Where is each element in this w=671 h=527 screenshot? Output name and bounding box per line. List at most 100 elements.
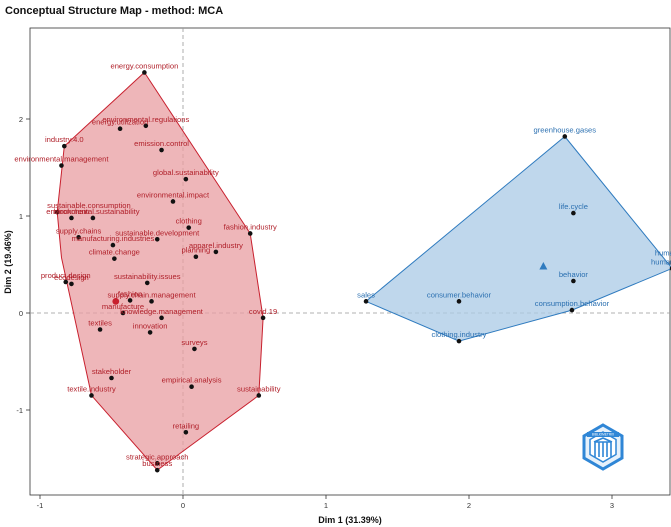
point-surveys — [192, 346, 197, 352]
cluster-1-centroid — [112, 297, 120, 305]
point-retailing — [183, 430, 189, 435]
logo-building-icon — [593, 437, 613, 457]
label-clothing: clothing — [176, 217, 202, 226]
point-innovation — [147, 330, 153, 335]
x-tick-label: 1 — [324, 501, 328, 510]
point-supply-chain-management — [149, 299, 154, 304]
point-labels: energy.consumption environmental.regulati… — [14, 61, 671, 468]
point-energy-consumption — [142, 70, 147, 75]
x-tick-label: 0 — [181, 501, 185, 510]
cluster-centroids — [112, 261, 548, 305]
point-environmental-management — [59, 163, 64, 168]
label-business: business — [142, 459, 172, 468]
point-textiles — [97, 327, 103, 332]
point-sustainability-issues — [144, 280, 150, 286]
bibliometrix-logo: BIBLIOMETRIX — [582, 423, 624, 471]
label-energy-utilization: energy.utilization — [92, 118, 148, 127]
label-strategic-approach: strategic.approach — [126, 452, 188, 461]
point-empirical-analysis — [189, 384, 194, 390]
label-greenhouse-gases: greenhouse.gases — [534, 125, 597, 134]
x-tick-label: -1 — [37, 501, 44, 510]
label-ecodesign: ecodesign — [54, 273, 89, 282]
point-behavior — [571, 278, 576, 284]
label-retailing: retailing — [173, 421, 200, 430]
point-strategic-approach — [154, 461, 160, 466]
label-fashion: fashion — [118, 289, 143, 298]
label-supply-chains: supply.chains — [56, 226, 102, 235]
point-supply-chains — [76, 235, 81, 240]
label-sustainability-issues: sustainability.issues — [114, 272, 181, 281]
cluster-1-hull — [56, 71, 264, 471]
cluster-2-centroid — [539, 261, 548, 270]
label-life-cycle: life.cycle — [559, 202, 588, 211]
point-planning — [193, 254, 199, 260]
point-clothing — [186, 225, 192, 230]
label-human: human — [655, 248, 671, 257]
label-sales: sales — [357, 290, 375, 299]
label-environmental-regulations: environmental.regulations — [102, 115, 189, 124]
label-stakeholder: stakeholder — [92, 367, 132, 376]
logo-banner — [587, 432, 619, 437]
x-axis-label: Dim 1 (31.39%) — [318, 515, 382, 525]
logo-banner-text: BIBLIOMETRIX — [592, 433, 615, 437]
y-axis-label: Dim 2 (19.46%) — [3, 230, 13, 294]
point-consumption-behavior — [569, 307, 575, 313]
label-supply-chain-management: supply.chain.management — [107, 290, 196, 299]
point-energy-utilization — [117, 126, 123, 131]
cluster-2-hull — [365, 135, 671, 342]
label-covid-19: covid.19 — [249, 307, 277, 316]
point-sustainability — [256, 393, 262, 398]
label-apparel-industry: apparel.industry — [189, 241, 243, 250]
point-textile-industry — [89, 393, 94, 398]
point-fashion-industry — [247, 231, 253, 236]
label-consumer-behavior: consumer.behavior — [427, 290, 492, 299]
point-global-sustainability — [183, 176, 189, 182]
label-environmental-impact: environmental.impact — [137, 190, 210, 199]
label-sustainable-development: sustainable.development — [115, 228, 200, 237]
label-product-design: product.design — [41, 271, 91, 280]
x-tick-label: 3 — [610, 501, 614, 510]
label-sustainability: sustainability — [237, 384, 281, 393]
label-global-sustainability: global.sustainability — [153, 168, 219, 177]
point-business — [154, 467, 160, 473]
label-blockchain: blockchain — [54, 207, 90, 216]
y-tick-label: -1 — [16, 406, 23, 415]
label-textile-industry: textile.industry — [67, 384, 116, 393]
label-behavior: behavior — [559, 270, 589, 279]
y-tick-label: 2 — [19, 115, 23, 124]
data-points — [54, 70, 671, 473]
point-product-design — [63, 279, 69, 285]
point-industry-4-0 — [62, 143, 67, 149]
point-manufacture — [120, 310, 126, 316]
label-climate-change: climate.change — [89, 248, 140, 257]
label-fashion-industry: fashion.industry — [224, 222, 277, 231]
point-covid-19 — [260, 315, 266, 321]
cluster-hulls — [56, 71, 671, 471]
label-textiles: textiles — [88, 318, 112, 327]
point-knowledge-management — [159, 315, 164, 321]
label-energy-consumption: energy.consumption — [110, 61, 178, 70]
y-tick-label: 1 — [19, 212, 23, 221]
label-environmental-management: environmental.management — [14, 155, 109, 164]
y-tick-label: 0 — [19, 309, 23, 318]
point-environmental-sustainability — [90, 215, 96, 221]
label-environmental-sustainability: environmental.sustainability — [46, 207, 139, 216]
label-sustainable-consumption: sustainable.consumption — [47, 201, 131, 210]
label-industry-4-0: industry.4.0 — [45, 135, 84, 144]
point-ecodesign — [69, 281, 74, 287]
label-consumption-behavior: consumption.behavior — [535, 299, 610, 308]
label-planning: planning — [182, 246, 211, 255]
label-empirical-analysis: empirical.analysis — [162, 376, 222, 385]
x-axis-ticks: -1 0 1 2 3 — [37, 495, 614, 510]
label-surveys: surveys — [181, 338, 207, 347]
y-axis-ticks: -1 0 1 2 — [16, 115, 30, 415]
point-consumer-behavior — [456, 299, 462, 304]
label-clothing-industry: clothing.industry — [432, 330, 487, 339]
label-emission-control: emission.control — [134, 139, 189, 148]
label-innovation: innovation — [133, 321, 168, 330]
point-sustainable-development — [154, 236, 160, 242]
point-sustainable-consumption — [54, 209, 60, 215]
chart-title: Conceptual Structure Map - method: MCA — [5, 5, 223, 17]
point-fashion — [127, 298, 133, 303]
point-blockchain — [69, 215, 74, 221]
